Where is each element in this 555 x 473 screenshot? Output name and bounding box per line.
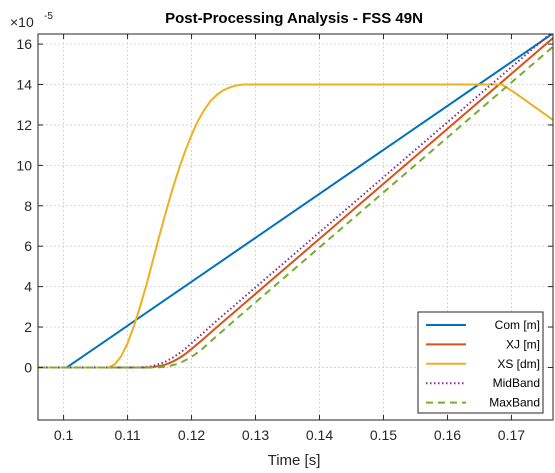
plot-frame bbox=[37, 33, 554, 421]
chart-title: Post-Processing Analysis - FSS 49N bbox=[165, 10, 423, 27]
x-tick-label: 0.15 bbox=[370, 427, 397, 443]
y-tick-label: 4 bbox=[24, 279, 32, 295]
y-tick-label: 10 bbox=[16, 157, 32, 173]
y-tick-label: 12 bbox=[16, 117, 32, 133]
x-tick-label: 0.12 bbox=[178, 427, 205, 443]
y-tick-label: 6 bbox=[24, 238, 32, 254]
x-tick-label: 0.11 bbox=[114, 427, 140, 443]
x-tick-label: 0.13 bbox=[242, 427, 269, 443]
legend-box bbox=[417, 311, 544, 414]
legend-label: XJ [m] bbox=[506, 337, 540, 351]
legend-label: MaxBand bbox=[489, 396, 540, 410]
y-tick-label: 8 bbox=[24, 198, 32, 214]
y-tick-label: 0 bbox=[24, 359, 32, 375]
y-multiplier: ×10 -5 bbox=[10, 11, 53, 30]
y-tick-label: 2 bbox=[24, 319, 32, 335]
series-line-2 bbox=[38, 83, 553, 369]
legend: Com [m] XJ [m] XS [dm] MidBand MaxBand bbox=[417, 311, 544, 414]
x-tick-label: 0.1 bbox=[54, 427, 74, 443]
legend-label: Com [m] bbox=[495, 318, 540, 332]
y-tick-label: 16 bbox=[16, 36, 32, 52]
x-tick-label: 0.14 bbox=[306, 427, 333, 443]
x-axis-ticks: 0.1 0.11 0.12 0.13 0.14 0.15 0.16 0.17 bbox=[54, 34, 525, 443]
series-line-4 bbox=[38, 45, 553, 369]
legend-label: MidBand bbox=[493, 376, 540, 390]
x-tick-label: 0.16 bbox=[434, 427, 461, 443]
series-lines bbox=[38, 34, 553, 369]
legend-label: XS [dm] bbox=[497, 357, 540, 371]
y-multiplier-base: ×10 bbox=[10, 14, 34, 30]
y-axis-ticks: 0 2 4 6 8 10 12 14 16 bbox=[16, 36, 553, 375]
y-multiplier-exponent: -5 bbox=[44, 11, 53, 22]
x-tick-label: 0.17 bbox=[498, 427, 525, 443]
y-tick-label: 14 bbox=[16, 77, 32, 93]
x-axis-label: Time [s] bbox=[268, 452, 321, 469]
